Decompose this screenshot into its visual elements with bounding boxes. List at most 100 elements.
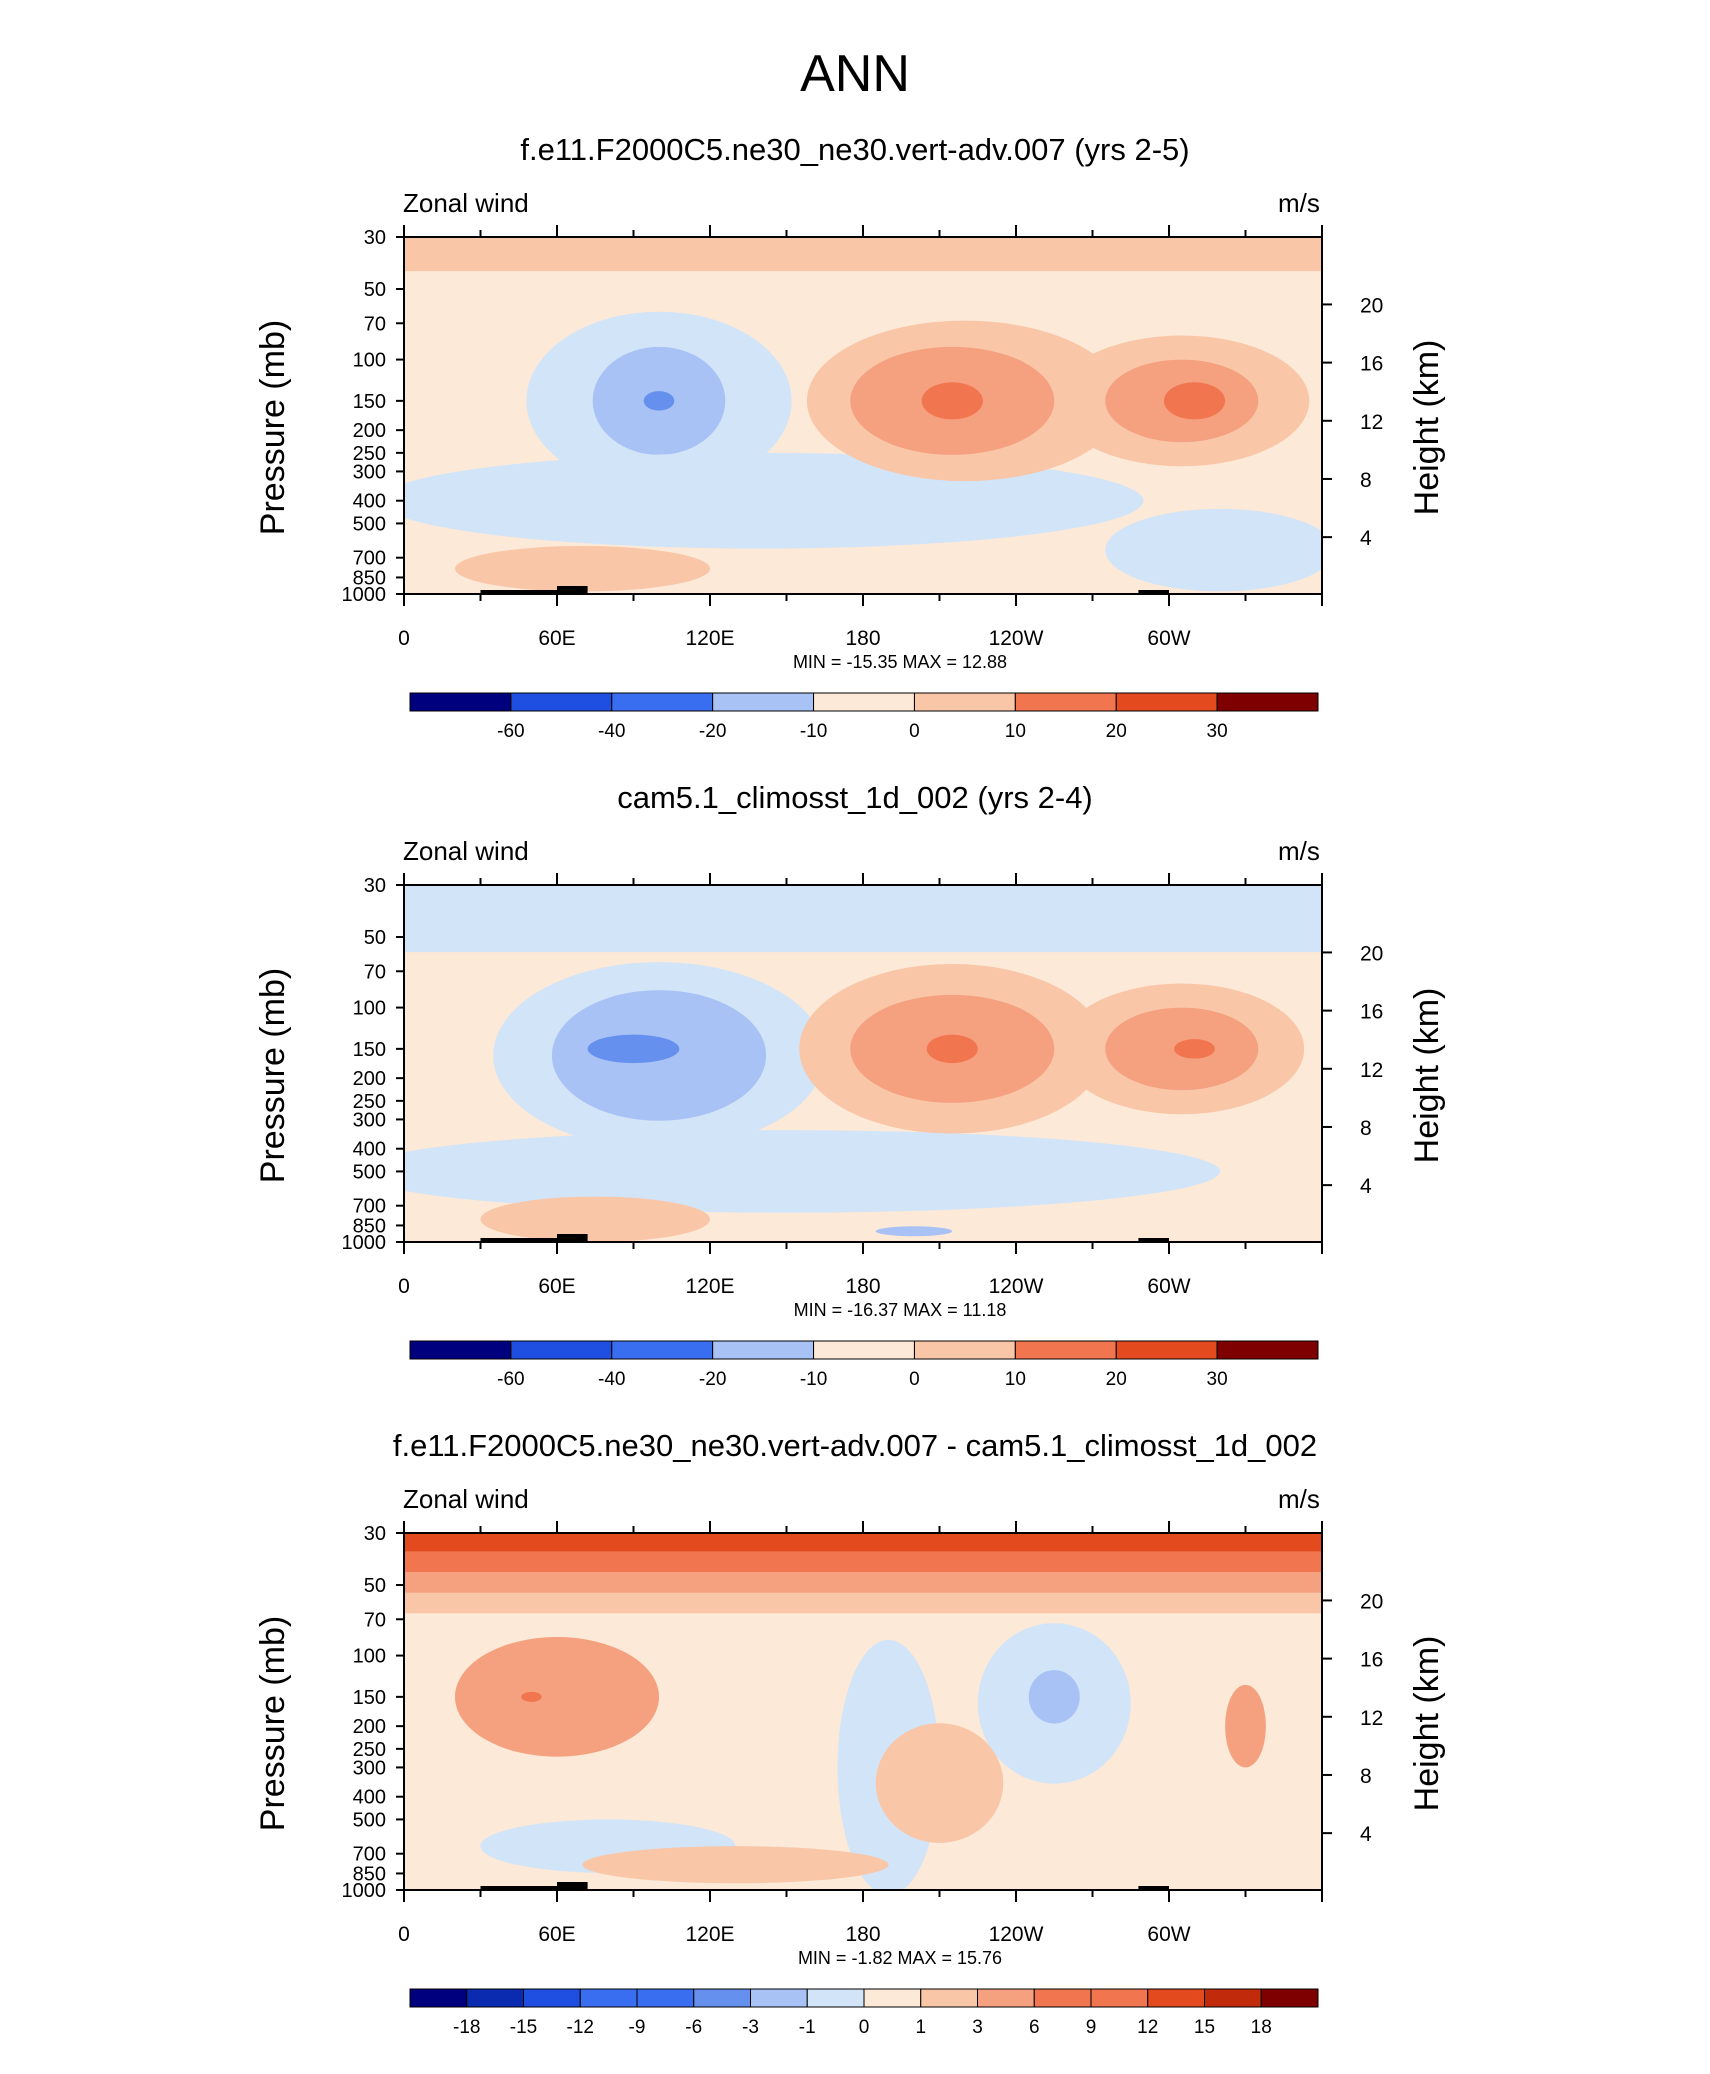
height-tick-label: 12 bbox=[1360, 1707, 1383, 1730]
colorbar-label: -1 bbox=[799, 2017, 816, 2038]
panel-1-units-label: m/s bbox=[1278, 188, 1320, 218]
colorbar-label: 30 bbox=[1207, 1369, 1228, 1390]
pressure-tick-label: 400 bbox=[353, 1139, 386, 1161]
pressure-tick-label: 100 bbox=[353, 998, 386, 1020]
pressure-tick-label: 150 bbox=[353, 1687, 386, 1709]
pressure-tick-label: 100 bbox=[353, 1646, 386, 1668]
height-tick-label: 4 bbox=[1360, 527, 1372, 550]
colorbar-box bbox=[1260, 1988, 1319, 2008]
longitude-tick-label: 120W bbox=[989, 1923, 1044, 1946]
pressure-tick-label: 300 bbox=[353, 461, 386, 483]
contour-region bbox=[875, 1226, 953, 1237]
pressure-tick-label: 70 bbox=[364, 961, 386, 983]
colorbar-box bbox=[920, 1988, 978, 2008]
colorbar-label: 10 bbox=[1005, 721, 1026, 742]
colorbar-box bbox=[579, 1988, 638, 2008]
height-tick-label: 16 bbox=[1360, 1001, 1383, 1024]
colorbar-box bbox=[977, 1988, 1035, 2008]
colorbar-label: -40 bbox=[598, 1369, 625, 1390]
contour-region bbox=[921, 382, 983, 420]
panel-3-variable-label: Zonal wind bbox=[403, 1484, 529, 1514]
pressure-tick-label: 400 bbox=[353, 1787, 386, 1809]
colorbar-box bbox=[693, 1988, 751, 2008]
contour-region bbox=[480, 1196, 710, 1242]
longitude-tick-label: 0 bbox=[398, 627, 410, 650]
panel-1-variable-label: Zonal wind bbox=[403, 188, 529, 218]
colorbar-label: -15 bbox=[510, 2017, 537, 2038]
contour-region bbox=[1105, 508, 1322, 592]
pressure-tick-label: 250 bbox=[353, 443, 386, 465]
pressure-tick-label: 1000 bbox=[342, 1232, 387, 1254]
pressure-tick-label: 1000 bbox=[342, 1880, 387, 1902]
colorbar-box bbox=[813, 692, 915, 712]
colorbar-box bbox=[913, 1340, 1016, 1360]
colorbar-label: -3 bbox=[742, 2017, 759, 2038]
longitude-tick-label: 120E bbox=[685, 1923, 734, 1946]
contour-region bbox=[875, 1723, 1004, 1843]
colorbar-label: 6 bbox=[1029, 2017, 1040, 2038]
colorbar-box bbox=[1014, 692, 1117, 712]
height-tick-label: 4 bbox=[1360, 1175, 1372, 1198]
pressure-tick-label: 500 bbox=[353, 513, 386, 535]
contour-band bbox=[404, 271, 1322, 305]
colorbar-label: 0 bbox=[859, 2017, 870, 2038]
pressure-tick-label: 500 bbox=[353, 1161, 386, 1183]
longitude-tick-label: 180 bbox=[845, 1923, 880, 1946]
colorbar-box bbox=[1147, 1988, 1205, 2008]
colorbar-box bbox=[1204, 1988, 1262, 2008]
height-tick-label: 8 bbox=[1360, 469, 1372, 492]
colorbar-label: 3 bbox=[972, 2017, 983, 2038]
pressure-tick-label: 200 bbox=[353, 1716, 386, 1738]
y-axis-title: Pressure (mb) bbox=[254, 968, 292, 1183]
colorbar-box bbox=[712, 692, 815, 712]
pressure-tick-label: 300 bbox=[353, 1757, 386, 1779]
pressure-tick-label: 700 bbox=[353, 548, 386, 570]
longitude-tick-label: 120E bbox=[685, 1275, 734, 1298]
longitude-tick-label: 60E bbox=[538, 627, 575, 650]
pressure-tick-label: 100 bbox=[353, 350, 386, 372]
contour-region bbox=[926, 1034, 978, 1064]
pressure-tick-label: 500 bbox=[353, 1809, 386, 1831]
contour-region bbox=[1028, 1670, 1080, 1724]
pressure-tick-label: 400 bbox=[353, 491, 386, 513]
colorbar-box bbox=[409, 1988, 468, 2008]
longitude-tick-label: 120W bbox=[989, 627, 1044, 650]
colorbar-label: 18 bbox=[1251, 2017, 1272, 2038]
panel-1-minmax: MIN = -15.35 MAX = 12.88 bbox=[792, 652, 1008, 672]
colorbar-box bbox=[913, 692, 1016, 712]
longitude-tick-label: 180 bbox=[845, 1275, 880, 1298]
pressure-tick-label: 30 bbox=[364, 1523, 386, 1545]
colorbar-label: -12 bbox=[567, 2017, 594, 2038]
colorbar-label: -40 bbox=[598, 721, 625, 742]
colorbar-box bbox=[1216, 1340, 1319, 1360]
colorbar-label: 15 bbox=[1194, 2017, 1215, 2038]
pressure-tick-label: 700 bbox=[353, 1196, 386, 1218]
pressure-tick-label: 30 bbox=[364, 875, 386, 897]
colorbar-label: 30 bbox=[1207, 721, 1228, 742]
panel-1-field bbox=[404, 237, 1322, 594]
longitude-tick-label: 0 bbox=[398, 1923, 410, 1946]
colorbar-box bbox=[611, 1340, 714, 1360]
pressure-tick-label: 850 bbox=[353, 1215, 386, 1237]
longitude-tick-label: 120W bbox=[989, 1275, 1044, 1298]
colorbar-box bbox=[1216, 692, 1319, 712]
height-tick-label: 20 bbox=[1360, 294, 1383, 317]
colorbar-label: 0 bbox=[909, 721, 920, 742]
colorbar-box bbox=[1115, 692, 1218, 712]
height-tick-label: 12 bbox=[1360, 1059, 1383, 1082]
contour-region bbox=[1174, 1039, 1215, 1059]
longitude-tick-label: 60W bbox=[1147, 1923, 1190, 1946]
figure-title: ANN bbox=[800, 45, 910, 103]
contour-region bbox=[404, 1130, 1220, 1213]
contour-region bbox=[587, 1034, 680, 1064]
colorbar-label: -6 bbox=[685, 2017, 702, 2038]
colorbar-label: -20 bbox=[699, 1369, 726, 1390]
y-axis-title: Pressure (mb) bbox=[254, 1616, 292, 1831]
colorbar-label: 20 bbox=[1106, 1369, 1127, 1390]
longitude-tick-label: 60W bbox=[1147, 627, 1190, 650]
pressure-tick-label: 70 bbox=[364, 313, 386, 335]
pressure-tick-label: 250 bbox=[353, 1739, 386, 1761]
colorbar-box bbox=[1033, 1988, 1092, 2008]
height-tick-label: 20 bbox=[1360, 1590, 1383, 1613]
